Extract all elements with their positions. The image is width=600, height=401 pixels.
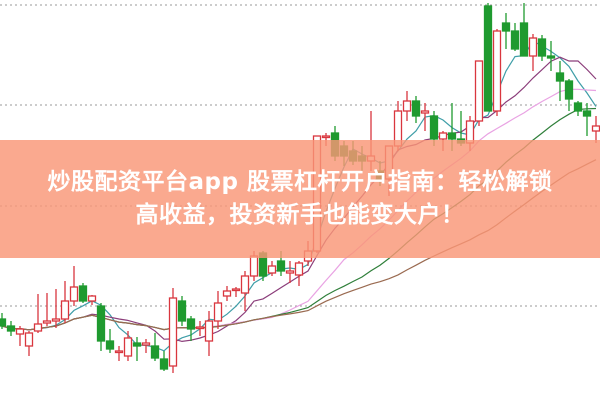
candle-up xyxy=(402,100,412,112)
candle-down xyxy=(186,318,196,330)
candle-down xyxy=(582,110,592,117)
candle-down xyxy=(96,305,106,342)
candle-down xyxy=(0,318,7,327)
candle-up xyxy=(69,286,79,302)
candle-down xyxy=(78,285,88,302)
candle-up xyxy=(249,255,259,277)
candle-up xyxy=(141,342,151,346)
candle-up xyxy=(591,125,600,132)
candle-up xyxy=(294,262,304,276)
candle-down xyxy=(573,102,583,112)
candle-down xyxy=(429,115,439,140)
candle-down xyxy=(546,55,556,59)
candle-up xyxy=(60,300,70,320)
title-banner: 炒股配资平台app 股票杠杆开户指南：轻松解锁 高收益，投资新手也能变大户！ xyxy=(0,140,600,258)
candle-down xyxy=(159,358,169,370)
candle-down xyxy=(501,22,511,32)
candle-down xyxy=(555,72,565,82)
candle-down xyxy=(483,5,493,112)
candle-down xyxy=(6,325,16,332)
candle-down xyxy=(150,345,160,359)
banner-line-1: 炒股配资平台app 股票杠杆开户指南：轻松解锁 xyxy=(47,169,553,195)
candle-up xyxy=(15,328,25,335)
candle-up xyxy=(204,320,214,342)
candle-up xyxy=(42,320,52,324)
candle-up xyxy=(114,350,124,354)
candle-up xyxy=(438,132,448,140)
candle-down xyxy=(105,340,115,350)
candle-up xyxy=(24,332,34,347)
candle-up xyxy=(231,288,241,292)
candle-up xyxy=(474,60,484,122)
candle-down xyxy=(510,30,520,50)
candle-down xyxy=(447,132,457,140)
candle-up xyxy=(267,265,277,274)
candle-down xyxy=(411,100,421,117)
candle-up xyxy=(321,135,331,139)
candle-down xyxy=(519,22,529,57)
candle-up xyxy=(33,323,43,332)
candle-up xyxy=(195,326,205,330)
candle-down xyxy=(132,342,142,347)
candle-up xyxy=(123,337,133,357)
candle-down xyxy=(276,260,286,272)
candle-down xyxy=(564,80,574,100)
candle-down xyxy=(537,38,547,57)
candle-up xyxy=(528,37,538,57)
candle-up xyxy=(213,302,223,322)
candle-up xyxy=(168,297,178,367)
candle-up xyxy=(285,270,295,274)
candle-up xyxy=(51,318,61,322)
candle-up xyxy=(87,295,97,302)
candle-up xyxy=(240,275,250,294)
banner-line-2: 高收益，投资新手也能变大户！ xyxy=(135,202,465,228)
candle-up xyxy=(420,110,430,114)
candle-down xyxy=(177,300,187,322)
candle-up xyxy=(492,30,502,112)
candle-up xyxy=(222,290,232,297)
